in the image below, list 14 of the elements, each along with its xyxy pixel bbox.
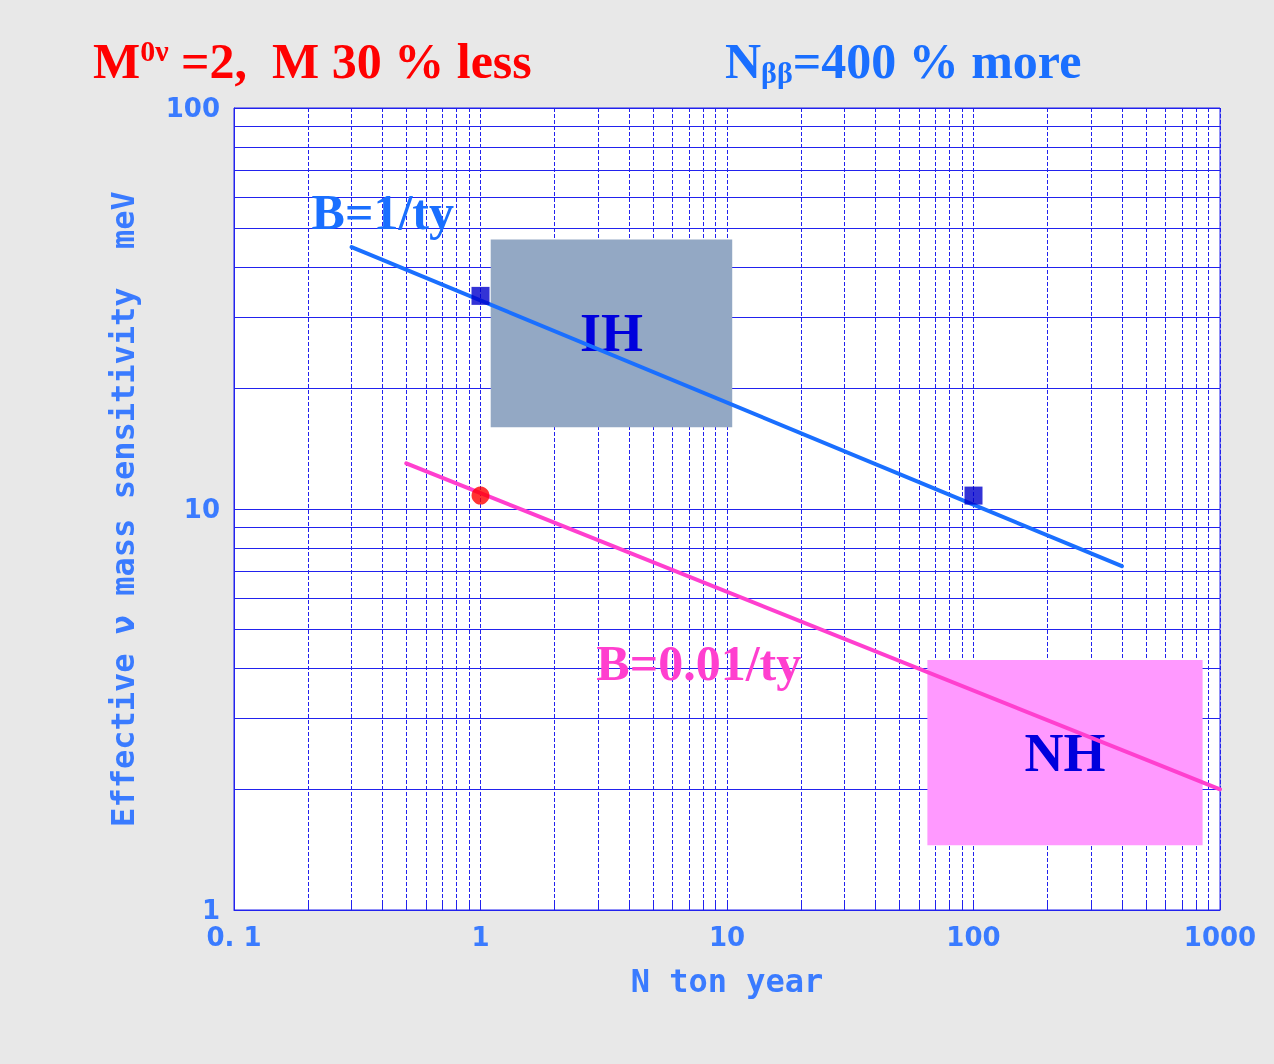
y-tick-label: 1	[201, 895, 220, 925]
x-tick-label: 10	[708, 922, 746, 952]
x-tick-label: 100	[946, 922, 1001, 952]
series-label: B=1/ty	[311, 184, 454, 241]
x-axis-title: N ton year	[630, 962, 824, 1000]
x-tick-label: 1000	[1183, 922, 1257, 952]
y-tick-label: 10	[183, 494, 220, 524]
x-tick-label: 0. 1	[206, 922, 262, 952]
x-tick-label: 1	[471, 922, 490, 952]
y-axis-title: Effective ν mass sensitivity meV	[104, 191, 142, 827]
series-label: IH	[579, 303, 643, 364]
chart-subtitle: Nββ=400 % more	[725, 33, 1082, 89]
series-label: NH	[1024, 722, 1106, 783]
y-tick-label: 100	[165, 93, 220, 123]
